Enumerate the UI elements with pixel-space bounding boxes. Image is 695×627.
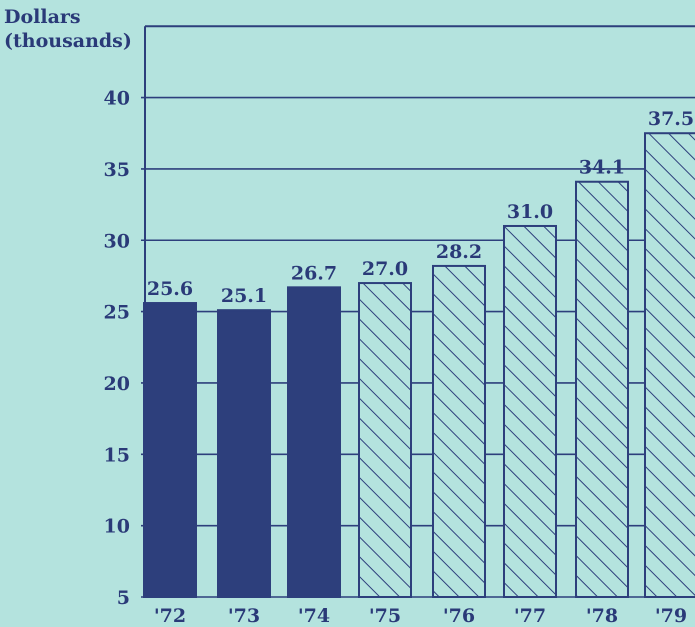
bar-73 (218, 310, 270, 597)
x-tick-label: '73 (228, 605, 260, 627)
x-tick-label: '77 (514, 605, 546, 627)
y-tick-label: 15 (104, 444, 130, 466)
value-label: 31.0 (507, 201, 553, 223)
y-tick-label: 20 (104, 373, 130, 395)
bar-74 (288, 287, 340, 597)
value-label: 25.1 (221, 285, 267, 307)
x-tick-label: '74 (298, 605, 330, 627)
y-tick-label: 10 (104, 516, 130, 538)
bar-79 (645, 133, 695, 597)
bars (144, 133, 695, 597)
y-tick-label: 40 (104, 88, 130, 110)
y-tick-label: 5 (117, 587, 130, 609)
x-tick-label: '76 (443, 605, 475, 627)
x-tick-label: '78 (586, 605, 618, 627)
value-label: 34.1 (579, 157, 625, 179)
bar-78 (576, 182, 628, 597)
y-tick-label: 25 (104, 302, 130, 324)
x-tick-label: '72 (154, 605, 186, 627)
x-tick-label: '75 (369, 605, 401, 627)
value-label: 26.7 (291, 262, 337, 284)
y-tick-label: 35 (104, 159, 130, 181)
y-tick-label: 30 (104, 230, 130, 252)
x-tick-label: '79 (655, 605, 687, 627)
value-label: 27.0 (362, 258, 408, 280)
value-label: 28.2 (436, 241, 482, 263)
bar-77 (504, 226, 556, 597)
bar-76 (433, 266, 485, 597)
value-label: 37.5 (648, 108, 694, 130)
bar-72 (144, 303, 196, 597)
bar-75 (359, 283, 411, 597)
value-label: 25.6 (147, 278, 193, 300)
